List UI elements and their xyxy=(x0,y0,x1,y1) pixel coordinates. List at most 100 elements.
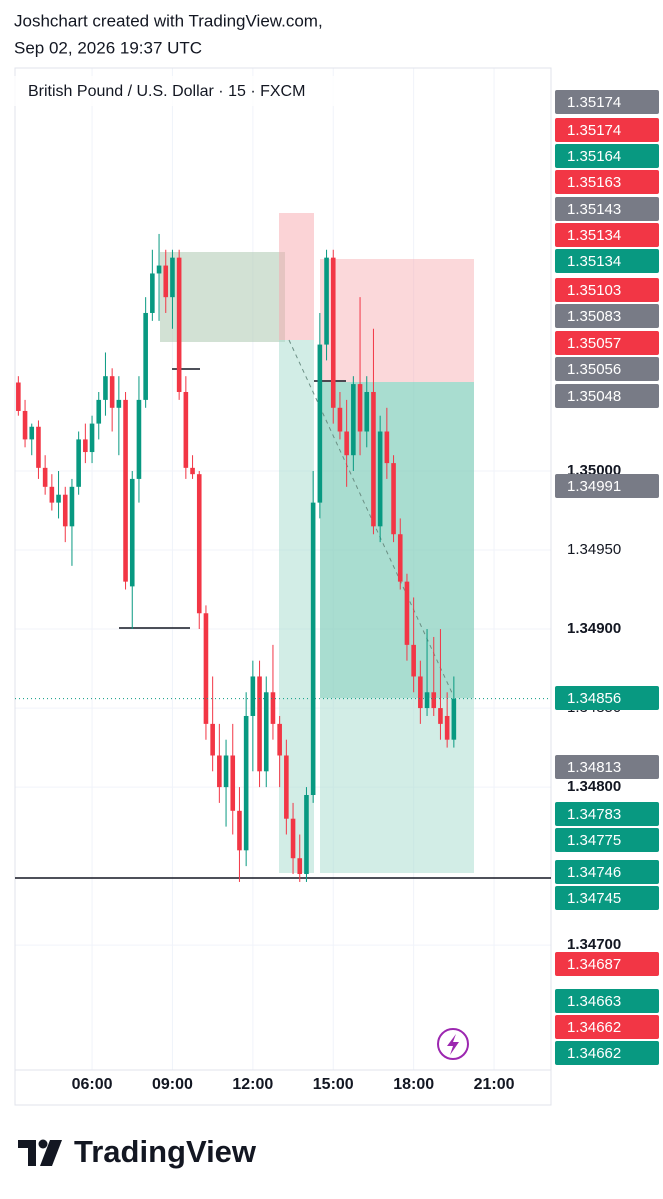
x-tick-label: 21:00 xyxy=(474,1076,515,1093)
x-tick-label: 06:00 xyxy=(72,1076,113,1093)
stop-zone xyxy=(279,213,314,340)
price-label-box xyxy=(555,886,659,910)
candle-body xyxy=(42,467,48,487)
trade-path xyxy=(288,339,454,696)
y-tick-label: 1.34700 xyxy=(567,936,621,953)
price-label: 1.34662 xyxy=(567,1019,621,1036)
price-label: 1.35103 xyxy=(567,282,621,299)
candle-body xyxy=(223,755,229,788)
price-label-box xyxy=(555,170,659,194)
price-label: 1.34775 xyxy=(567,832,621,849)
candle-body xyxy=(136,399,142,479)
price-label: 1.35048 xyxy=(567,388,621,405)
candle-body xyxy=(196,474,202,614)
logo-mark xyxy=(38,1139,48,1149)
candle-body xyxy=(411,644,416,677)
candle-body xyxy=(438,708,443,724)
candle-body xyxy=(163,265,169,298)
candle-body xyxy=(62,494,68,527)
candle-body xyxy=(324,257,329,345)
candle-body xyxy=(56,494,61,503)
candle-body xyxy=(69,486,75,527)
candle-body xyxy=(424,692,430,709)
candle-body xyxy=(170,257,175,298)
candle-body xyxy=(103,376,108,400)
candle-body xyxy=(22,410,28,440)
candle-body xyxy=(237,810,242,851)
legend: British Pound / U.S. Dollar · 15 · FXCM xyxy=(28,83,305,100)
price-label: 1.35134 xyxy=(567,253,621,270)
candle-body xyxy=(444,715,450,740)
price-label: 1.34687 xyxy=(567,956,621,973)
price-label: 1.35174 xyxy=(567,122,621,139)
candle-body xyxy=(317,344,323,503)
profit-zone xyxy=(320,382,474,698)
price-label: 1.34813 xyxy=(567,759,621,776)
price-label-box xyxy=(555,304,659,328)
price-label-box xyxy=(555,357,659,381)
alert-icon[interactable] xyxy=(437,1028,469,1060)
legend-bg xyxy=(0,76,360,106)
logo-mark xyxy=(18,1140,36,1166)
candle-body xyxy=(263,692,269,772)
candle-body xyxy=(176,257,182,392)
price-label-box xyxy=(555,278,659,302)
y-tick-label: 1.34800 xyxy=(567,778,621,795)
candle-body xyxy=(96,399,102,424)
candle-body xyxy=(36,426,41,468)
price-label: 1.35083 xyxy=(567,308,621,325)
price-label: 1.34991 xyxy=(567,478,621,495)
price-label-box xyxy=(555,952,659,976)
x-tick-label: 15:00 xyxy=(313,1076,354,1093)
price-label-box xyxy=(555,90,659,114)
price-label-box xyxy=(555,249,659,273)
price-label: 1.35163 xyxy=(567,174,621,191)
candle-body xyxy=(217,755,222,788)
candle-body xyxy=(123,399,128,582)
price-label: 1.34662 xyxy=(567,1045,621,1062)
candle-body xyxy=(290,818,296,859)
candle-body xyxy=(384,431,390,464)
price-label: 1.34856 xyxy=(567,690,621,707)
price-label: 1.35143 xyxy=(567,201,621,218)
candle-body xyxy=(210,723,215,756)
x-tick-label: 18:00 xyxy=(393,1076,434,1093)
candle-body xyxy=(150,273,155,313)
alert-bolt xyxy=(447,1034,459,1055)
price-label-box xyxy=(555,331,659,355)
candle-body xyxy=(357,384,363,432)
y-tick-label: 1.34900 xyxy=(567,620,621,637)
candle-body xyxy=(109,376,115,408)
candle-body xyxy=(129,478,135,587)
price-label-box xyxy=(555,989,659,1013)
price-label: 1.35164 xyxy=(567,148,621,165)
axes: 06:00 09:00 12:00 15:00 18:00 21:00 1.34700 1.3… xyxy=(72,90,659,1093)
price-label: 1.34746 xyxy=(567,864,621,881)
candle-body xyxy=(203,613,209,724)
logo-text: TradingView xyxy=(74,1134,257,1169)
candle-body xyxy=(49,486,55,503)
price-label-box xyxy=(555,474,659,498)
price-label: 1.35134 xyxy=(567,227,621,244)
candle-body xyxy=(431,692,437,709)
candle-body xyxy=(16,382,21,411)
price-label: 1.34745 xyxy=(567,890,621,907)
price-label-box xyxy=(555,686,659,710)
candle-body xyxy=(143,312,148,400)
y-tick-label: 1.34950 xyxy=(567,541,621,558)
candle-body xyxy=(418,676,423,709)
candle-body xyxy=(351,384,356,456)
price-label: 1.35174 xyxy=(567,94,621,111)
price-label-box xyxy=(555,197,659,221)
candle-body xyxy=(397,534,403,582)
candle-body xyxy=(230,755,236,811)
drawings xyxy=(15,213,551,879)
candle-body xyxy=(29,426,35,440)
candle-body xyxy=(337,407,343,432)
candle-body xyxy=(116,399,122,408)
logo: TradingView xyxy=(18,1134,257,1169)
candle-body xyxy=(156,265,162,274)
price-label-box xyxy=(555,144,659,168)
